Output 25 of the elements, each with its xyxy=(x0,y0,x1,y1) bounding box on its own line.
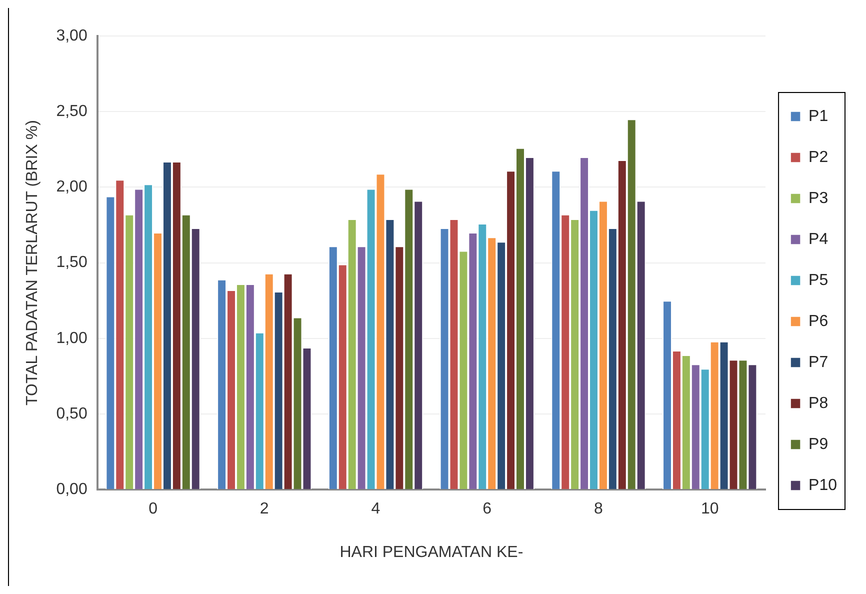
legend-label: P8 xyxy=(808,394,828,412)
y-tick-label: 0,00 xyxy=(56,481,88,498)
legend-label: P10 xyxy=(808,476,838,494)
legend-label: P9 xyxy=(808,436,828,453)
y-tick-label: 3,00 xyxy=(56,27,88,44)
x-tick-label: 6 xyxy=(482,500,492,518)
x-tick-label: 2 xyxy=(260,500,269,518)
x-tick-label: 4 xyxy=(371,500,380,518)
legend-label: P5 xyxy=(808,272,828,289)
y-tick-label: 0,50 xyxy=(56,405,88,422)
y-axis-title: TOTAL PADATAN TERLARUT (BRIX %) xyxy=(24,120,42,406)
legend-label: P3 xyxy=(808,190,828,207)
legend-label: P7 xyxy=(808,354,828,371)
x-tick-label: 10 xyxy=(700,500,719,518)
y-tick-label: 2,50 xyxy=(56,103,88,120)
x-tick-label: 8 xyxy=(594,500,604,518)
y-tick-label: 1,00 xyxy=(56,330,88,347)
x-axis-title: HARI PENGAMATAN KE- xyxy=(340,544,524,561)
legend-label: P2 xyxy=(808,148,828,166)
legend-label: P6 xyxy=(808,312,828,330)
legend-label: P1 xyxy=(808,108,828,125)
x-tick-label: 0 xyxy=(148,500,158,518)
y-tick-label: 2,00 xyxy=(56,178,88,196)
y-tick-label: 1,50 xyxy=(56,254,88,272)
legend-label: P4 xyxy=(808,230,828,248)
